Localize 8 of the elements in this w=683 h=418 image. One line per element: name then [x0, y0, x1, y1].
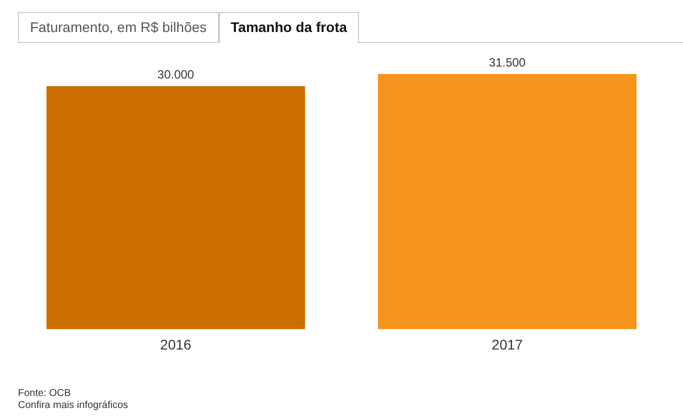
x-tick-label: 2017: [492, 336, 524, 352]
data-label: 31.500: [488, 55, 526, 70]
x-tick-label: 2016: [160, 336, 192, 352]
chart-subtitle: Faturamento, em R$ bilhões: [18, 12, 219, 42]
source-note: Fonte: OCB: [18, 388, 72, 400]
data-label: 30.000: [157, 67, 194, 82]
chart-title: Tamanho da frota: [218, 12, 360, 43]
text: Confira mais infográficos: [18, 400, 128, 412]
